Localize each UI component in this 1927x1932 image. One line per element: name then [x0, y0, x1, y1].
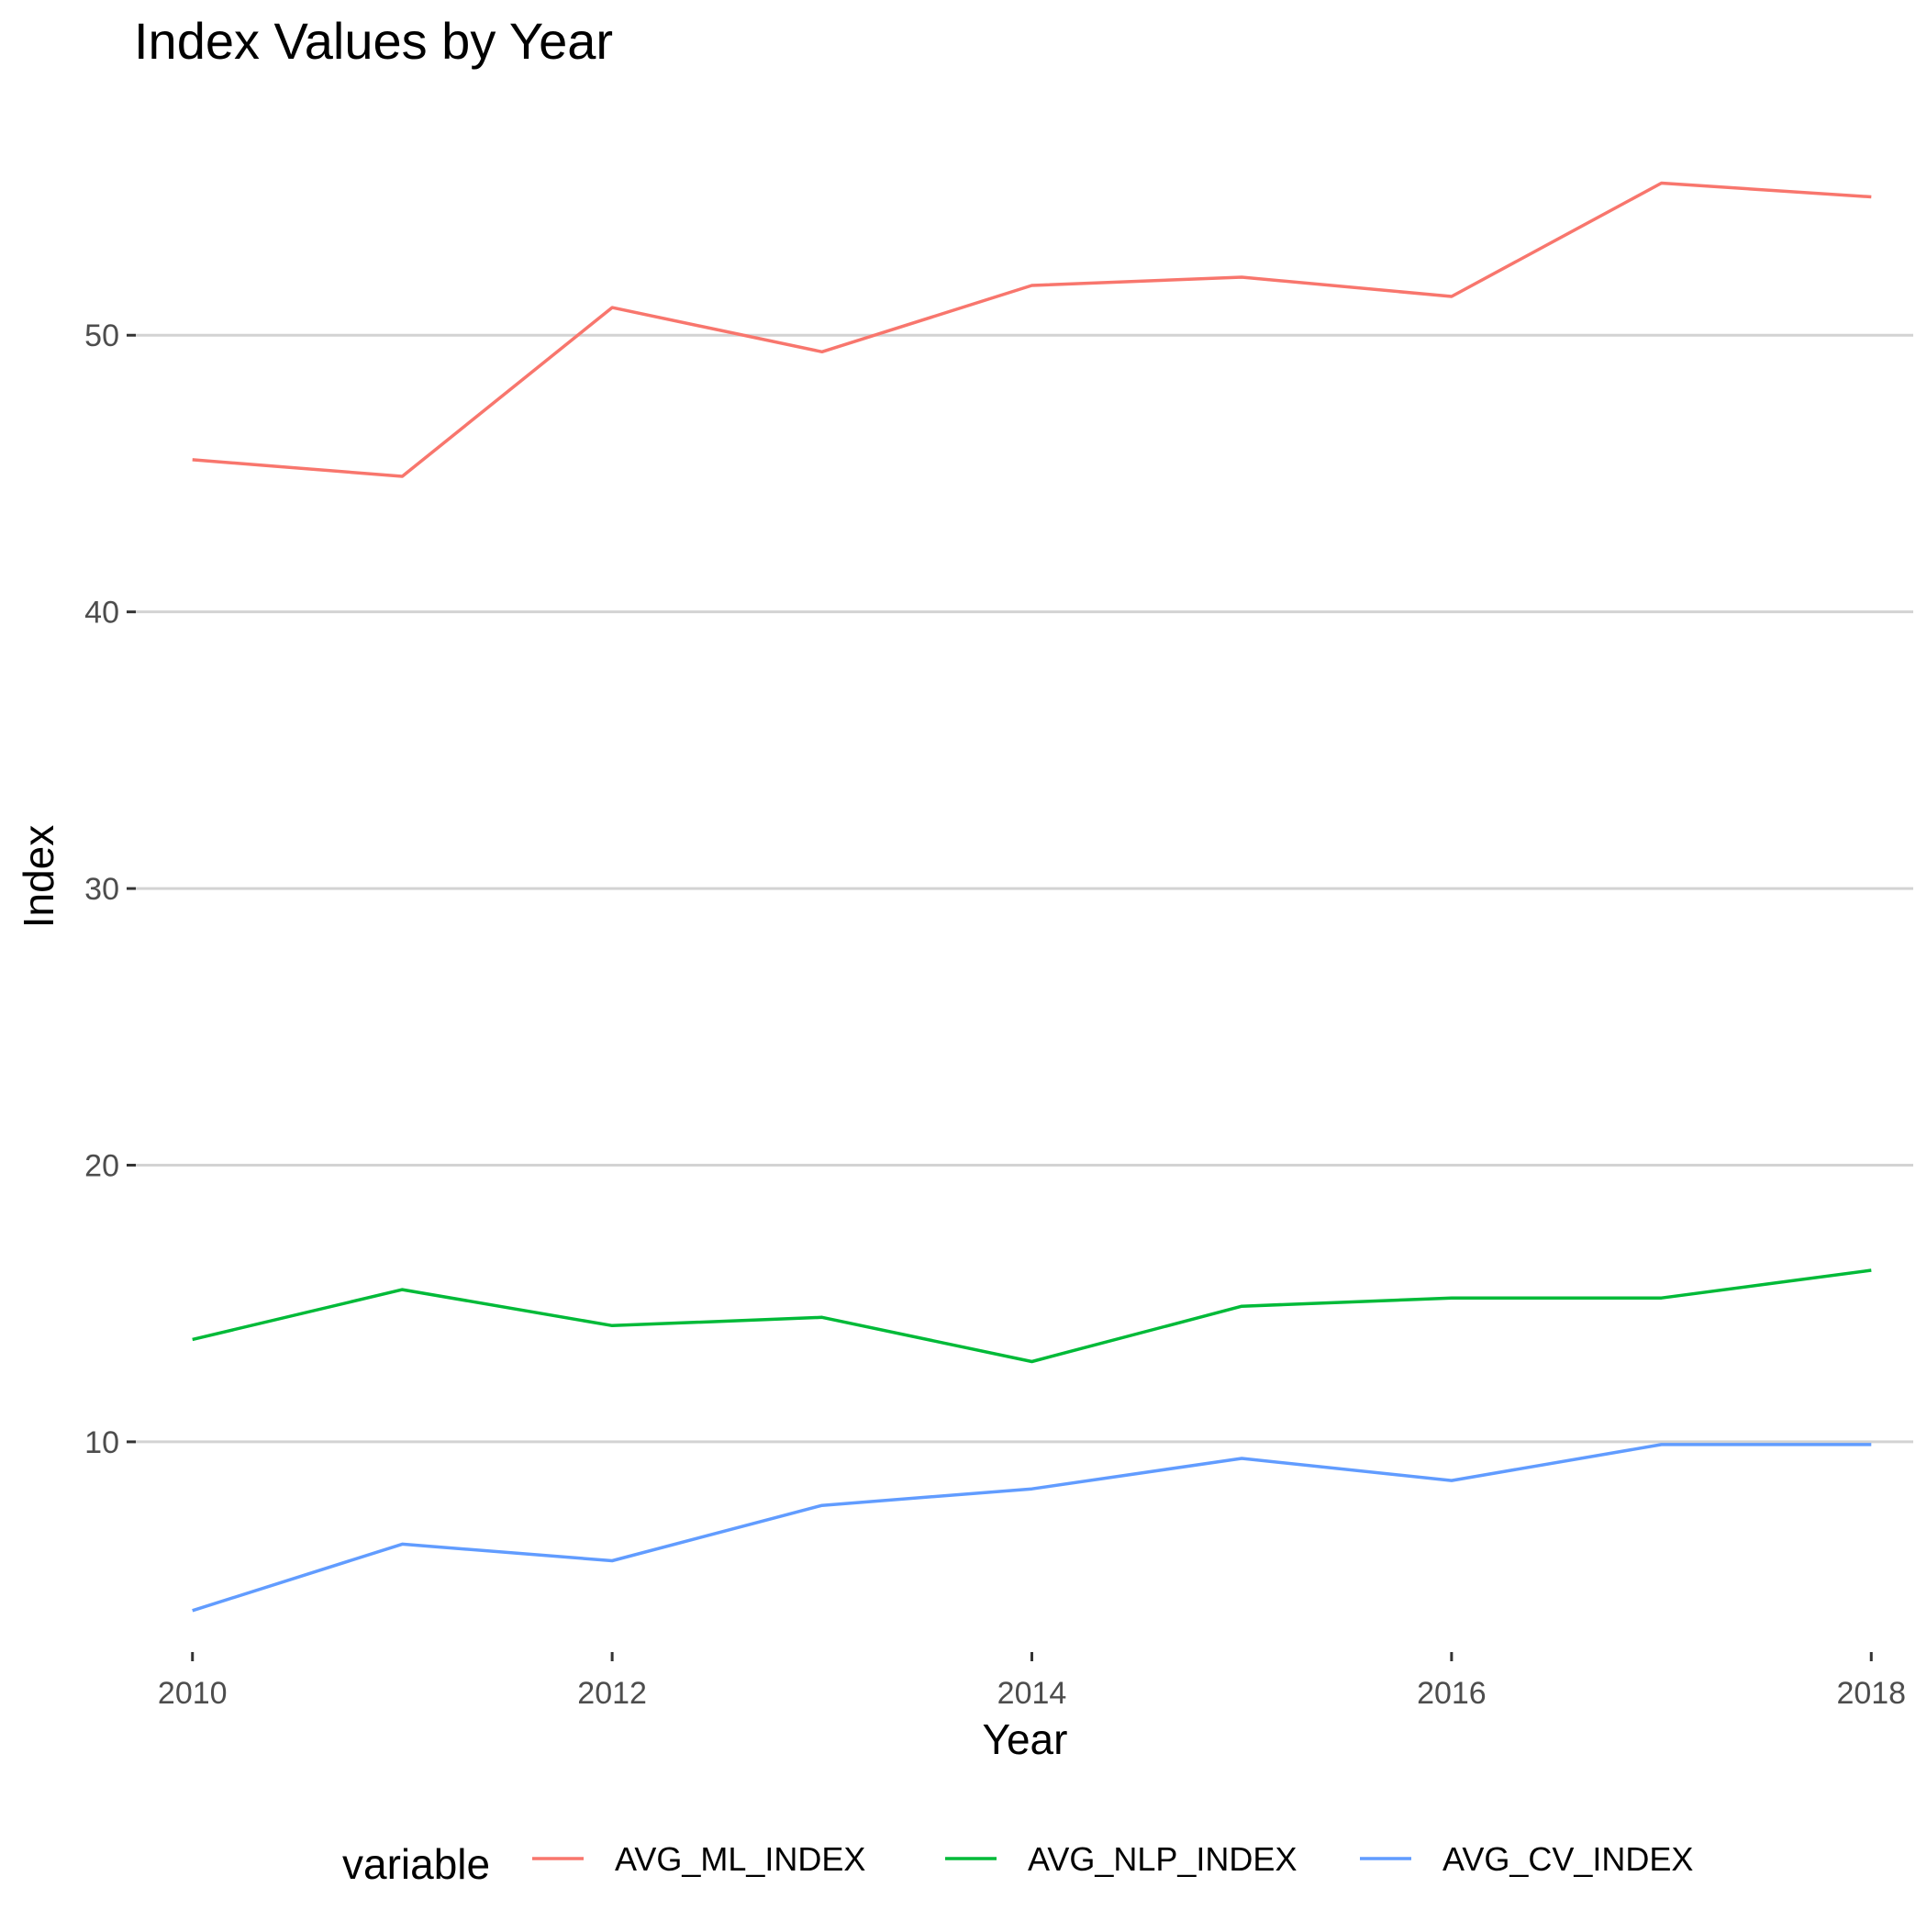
- legend-label-avg-ml-index: AVG_ML_INDEX: [615, 1840, 865, 1878]
- x-axis-title: Year: [983, 1715, 1068, 1763]
- y-tick-label: 20: [84, 1149, 119, 1184]
- y-tick-label: 40: [84, 596, 119, 631]
- x-tick-label: 2014: [997, 1676, 1067, 1711]
- legend-items: AVG_ML_INDEX AVG_NLP_INDEX AVG_CV_INDEX: [532, 1840, 1693, 1878]
- x-tick-label: 2010: [158, 1676, 228, 1711]
- y-tick-label: 50: [84, 318, 119, 353]
- legend-title: variable: [342, 1840, 490, 1888]
- gridlines: [136, 333, 1913, 1444]
- series-line-avg-ml-index: [192, 181, 1872, 478]
- y-axis-title: Index: [15, 825, 62, 929]
- legend-label-avg-nlp-index: AVG_NLP_INDEX: [1028, 1840, 1297, 1878]
- chart-title: Index Values by Year: [134, 12, 613, 70]
- series-line-avg-nlp-index: [192, 1268, 1872, 1364]
- y-tick-label: 30: [84, 872, 119, 907]
- series-line-avg-cv-index: [192, 1443, 1872, 1613]
- x-tick-label: 2012: [577, 1676, 647, 1711]
- series-lines: [192, 181, 1872, 1613]
- x-tick-label: 2018: [1836, 1676, 1906, 1711]
- x-tick-label: 2016: [1417, 1676, 1487, 1711]
- x-axis: 2010 2012 2014 2016 2018: [158, 1652, 1906, 1711]
- legend: variable AVG_ML_INDEX AVG_NLP_INDEX AVG_CV…: [342, 1840, 1693, 1888]
- y-tick-label: 10: [84, 1425, 119, 1460]
- legend-label-avg-cv-index: AVG_CV_INDEX: [1442, 1840, 1693, 1878]
- y-axis: 10 20 30 40 50: [84, 318, 136, 1460]
